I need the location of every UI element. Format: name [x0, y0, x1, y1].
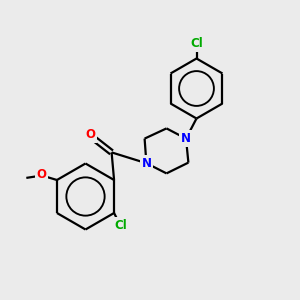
Text: O: O [36, 168, 46, 182]
Text: Cl: Cl [190, 37, 203, 50]
Text: O: O [85, 128, 95, 142]
Text: Cl: Cl [114, 219, 127, 232]
Text: N: N [141, 157, 152, 170]
Text: N: N [181, 132, 191, 145]
